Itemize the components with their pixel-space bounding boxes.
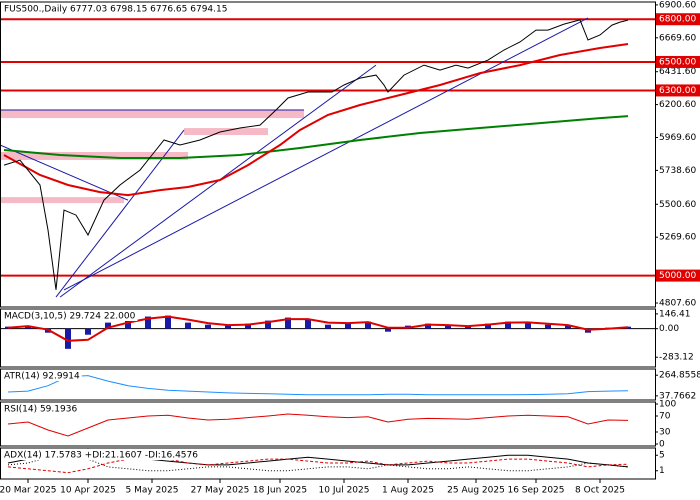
series-line <box>3 43 629 197</box>
x-tick-label: 16 Sep 2025 <box>507 486 564 496</box>
trendline <box>0 144 129 201</box>
x-tick-label: 10 Apr 2025 <box>60 486 116 496</box>
y-tick-label: 146.41 <box>659 309 691 319</box>
histogram-bar <box>65 328 71 349</box>
level-label-box <box>656 55 700 68</box>
histogram-bar <box>105 322 111 329</box>
y-tick-label: 1 <box>659 466 665 476</box>
histogram-bar <box>525 322 531 329</box>
y-tick-label: -283.12 <box>659 353 694 363</box>
title-bg <box>2 310 138 321</box>
x-tick-label: 20 Mar 2025 <box>0 486 57 496</box>
x-tick-label: 25 Aug 2025 <box>447 486 505 496</box>
histogram-bar <box>125 320 131 329</box>
x-tick-label: 18 Jun 2025 <box>253 486 307 496</box>
panel <box>7 413 629 437</box>
panel-frame <box>0 308 656 368</box>
panel-title: MACD(3,10,5) 29.724 22.000 <box>4 312 136 322</box>
y-tick-label: 6669.60 <box>659 33 696 43</box>
trendline <box>63 17 589 291</box>
zone <box>184 128 268 136</box>
y-tick-label: 30 <box>659 428 671 438</box>
y-tick-label: 70 <box>659 412 671 422</box>
histogram-bar <box>325 324 331 329</box>
y-tick-label: 6200.60 <box>659 100 696 110</box>
histogram-bar <box>265 320 271 329</box>
panel-title: ATR(14) 92.9914 <box>4 372 80 382</box>
histogram-bar <box>185 322 191 329</box>
y-tick-label: 5738.60 <box>659 166 696 176</box>
y-tick-label: 100 <box>659 400 676 410</box>
histogram-bar <box>365 321 371 329</box>
x-tick-label: 5 May 2025 <box>126 486 179 496</box>
series-line <box>7 315 629 342</box>
histogram-bar <box>565 325 571 329</box>
level-label: 6300.00 <box>659 86 696 96</box>
panel-frame <box>0 447 656 480</box>
histogram-bar <box>425 323 431 329</box>
panel <box>0 17 655 298</box>
histogram-bar <box>25 325 31 329</box>
title-bg <box>2 370 82 381</box>
panel-frame <box>0 368 656 401</box>
level-label: 6500.00 <box>659 57 696 67</box>
x-tick-label: 27 May 2025 <box>191 486 250 496</box>
title-bg <box>2 403 80 414</box>
series-line <box>7 413 629 437</box>
histogram-bar <box>505 321 511 329</box>
y-tick-label: 0.00 <box>659 324 679 334</box>
level-label-box <box>656 84 700 97</box>
y-tick-label: 37.7662 <box>659 391 696 401</box>
panel-frame <box>0 401 656 447</box>
y-tick-label: 5 <box>659 451 665 461</box>
level-label: 5000.00 <box>659 271 696 281</box>
x-tick-label: 1 Aug 2025 <box>382 486 434 496</box>
histogram-bar <box>545 324 551 329</box>
y-tick-label: 6431.60 <box>659 67 696 77</box>
title-bg <box>2 449 200 460</box>
histogram-bar <box>445 325 451 329</box>
level-label-box <box>656 269 700 282</box>
x-tick-label: 8 Oct 2025 <box>575 486 625 496</box>
y-tick-label: 5969.60 <box>659 133 696 143</box>
x-tick-label: 10 Jul 2025 <box>319 486 370 496</box>
histogram-bar <box>305 319 311 329</box>
histogram-bar <box>85 328 91 335</box>
series-line <box>7 456 629 474</box>
y-tick-label: 6900.60 <box>659 0 696 10</box>
panel-title: RSI(14) 59.1936 <box>4 405 77 415</box>
panel-frame <box>0 1 656 308</box>
histogram-bar <box>345 322 351 329</box>
title-bg <box>2 3 230 14</box>
histogram-bar <box>285 317 291 329</box>
zone <box>0 109 304 119</box>
level-label: 6800.00 <box>659 15 696 25</box>
series-line <box>3 115 629 159</box>
histogram-bar <box>485 323 491 329</box>
y-tick-label: 0 <box>659 440 665 450</box>
y-tick-label: 5500.60 <box>659 200 696 210</box>
panel <box>0 315 655 349</box>
panel-title: ADX(14) 17.5783 +DI:21.1607 -DI:16.4576 <box>4 451 198 461</box>
histogram-bar <box>145 316 151 329</box>
level-label-box <box>656 13 700 26</box>
panel-title: FUS500.,Daily 6777.03 6798.15 6776.65 67… <box>4 5 227 15</box>
zone <box>0 197 124 204</box>
y-tick-label: 5269.60 <box>659 233 696 243</box>
histogram-bar <box>165 315 171 329</box>
histogram-bar <box>245 323 251 329</box>
series-line <box>3 19 629 290</box>
histogram-bar <box>465 326 471 329</box>
y-tick-label: 4807.60 <box>659 298 696 308</box>
histogram-bar <box>205 324 211 329</box>
panel <box>7 375 629 396</box>
series-line <box>7 375 629 396</box>
y-tick-label: 264.8558 <box>659 371 700 381</box>
histogram-bar <box>385 328 391 332</box>
histogram-bar <box>225 325 231 329</box>
